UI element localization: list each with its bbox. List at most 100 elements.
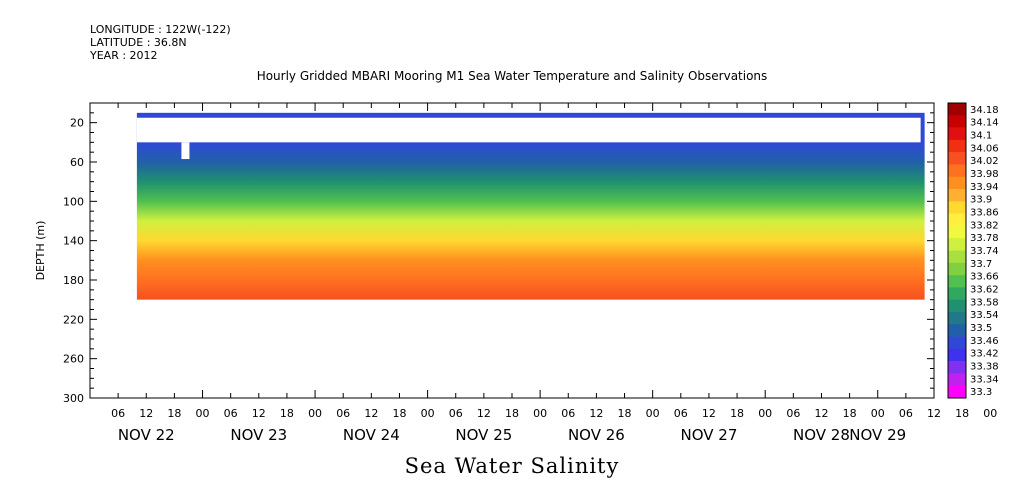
colorbar-label: 33.38 [970, 361, 999, 372]
x-date-label: NOV 28 [793, 426, 850, 444]
x-hour-label: 18 [392, 407, 406, 420]
x-date-label: NOV 26 [568, 426, 625, 444]
colorbar-swatch [948, 213, 966, 227]
colorbar-label: 34.1 [970, 131, 992, 142]
colorbar-swatch [948, 275, 966, 288]
colorbar-label: 33.62 [970, 284, 999, 295]
x-hour-label: 00 [646, 407, 660, 420]
colorbar-label: 34.18 [970, 105, 999, 116]
y-tick-label: 180 [63, 274, 84, 287]
x-hour-label: 06 [561, 407, 575, 420]
x-hour-label: 18 [167, 407, 181, 420]
x-hour-label: 00 [421, 407, 435, 420]
colorbar-swatch [948, 348, 966, 362]
x-hour-label: 06 [786, 407, 800, 420]
colorbar-swatch [948, 115, 966, 128]
x-hour-label: 18 [843, 407, 857, 420]
colorbar-swatch [948, 299, 966, 313]
y-tick-label: 260 [63, 353, 84, 366]
colorbar-swatch [948, 385, 966, 399]
x-hour-label: 00 [983, 407, 997, 420]
missing-data-band [136, 117, 921, 143]
x-hour-label: 06 [336, 407, 350, 420]
x-date-label: NOV 25 [455, 426, 512, 444]
colorbar-swatch [948, 176, 966, 190]
x-hour-label: 06 [674, 407, 688, 420]
x-hour-label: 12 [589, 407, 603, 420]
colorbar-label: 33.58 [970, 297, 999, 308]
x-hour-label: 06 [224, 407, 238, 420]
colorbar-swatch [948, 103, 966, 116]
missing-data-notch [181, 142, 190, 160]
y-tick-label: 300 [63, 392, 84, 405]
x-hour-label: 00 [758, 407, 772, 420]
colorbar-swatch [948, 152, 966, 165]
y-tick-label: 140 [63, 235, 84, 248]
colorbar-label: 33.42 [970, 349, 999, 360]
colorbar-swatch [948, 324, 966, 337]
x-date-label: NOV 27 [680, 426, 737, 444]
x-hour-label: 00 [871, 407, 885, 420]
colorbar-label: 34.02 [970, 156, 999, 167]
colorbar-swatch [948, 189, 966, 202]
colorbar-label: 33.82 [970, 220, 999, 231]
y-tick-label: 20 [70, 117, 84, 130]
plot-area [89, 102, 935, 399]
x-date-label: NOV 22 [118, 426, 175, 444]
x-hour-label: 12 [252, 407, 266, 420]
x-hour-label: 06 [899, 407, 913, 420]
x-hour-label: 18 [618, 407, 632, 420]
y-tick-label: 220 [63, 313, 84, 326]
colorbar-label: 34.14 [970, 118, 999, 129]
x-hour-label: 12 [927, 407, 941, 420]
colorbar-frame [947, 102, 967, 399]
x-hour-label: 06 [449, 407, 463, 420]
colorbar-swatch [948, 361, 966, 374]
x-date-label: NOV 29 [849, 426, 906, 444]
longitude-label: LONGITUDE : 122W(-122) [90, 23, 231, 36]
colorbar-label: 33.54 [970, 310, 999, 321]
colorbar-swatch [948, 262, 966, 276]
colorbar-swatch [948, 311, 966, 325]
x-hour-label: 12 [814, 407, 828, 420]
colorbar-swatch [948, 164, 966, 178]
colorbar-label: 33.34 [970, 374, 999, 385]
colorbar-label: 33.46 [970, 336, 999, 347]
axes: 20 60 100 140 180 220 260 300 DEPTH (m) 06 12 18 00 0… [34, 103, 997, 444]
x-hour-label: 12 [364, 407, 378, 420]
colorbar-label: 33.9 [970, 195, 992, 206]
colorbar-swatch [948, 127, 966, 141]
colorbar-label: 33.7 [970, 259, 992, 270]
colorbar-label: 33.94 [970, 182, 999, 193]
x-date-label: NOV 23 [230, 426, 287, 444]
latitude-label: LATITUDE : 36.8N [90, 36, 187, 49]
x-hour-label: 12 [477, 407, 491, 420]
year-label: YEAR : 2012 [90, 49, 158, 62]
colorbar-label: 33.66 [970, 272, 999, 283]
salinity-field [136, 112, 925, 300]
colorbar: 34.18 34.14 34.134.06 34.02 33.98 33.94 33.9 33… [947, 102, 999, 399]
x-hour-label: 06 [111, 407, 125, 420]
colorbar-label: 33.5 [970, 323, 992, 334]
colorbar-swatch [948, 287, 966, 300]
x-hour-label: 18 [505, 407, 519, 420]
x-hour-label: 00 [533, 407, 547, 420]
y-tick-label: 60 [70, 156, 84, 169]
x-hour-label: 00 [308, 407, 322, 420]
colorbar-label: 33.78 [970, 233, 999, 244]
colorbar-label: 33.74 [970, 246, 999, 257]
colorbar-swatch [948, 225, 966, 239]
chart-bottom-title: Sea Water Salinity [404, 454, 620, 478]
colorbar-swatch [948, 201, 966, 214]
chart-title: Hourly Gridded MBARI Mooring M1 Sea Wate… [256, 69, 768, 83]
colorbar-label: 33.98 [970, 169, 999, 180]
x-hour-label: 18 [955, 407, 969, 420]
colorbar-swatch [948, 373, 966, 387]
colorbar-label: 34.06 [970, 143, 999, 154]
x-hour-label: 00 [196, 407, 210, 420]
colorbar-label: 33.86 [970, 208, 999, 219]
colorbar-swatch [948, 139, 966, 153]
y-tick-label: 100 [63, 195, 84, 208]
x-date-label: NOV 24 [343, 426, 400, 444]
